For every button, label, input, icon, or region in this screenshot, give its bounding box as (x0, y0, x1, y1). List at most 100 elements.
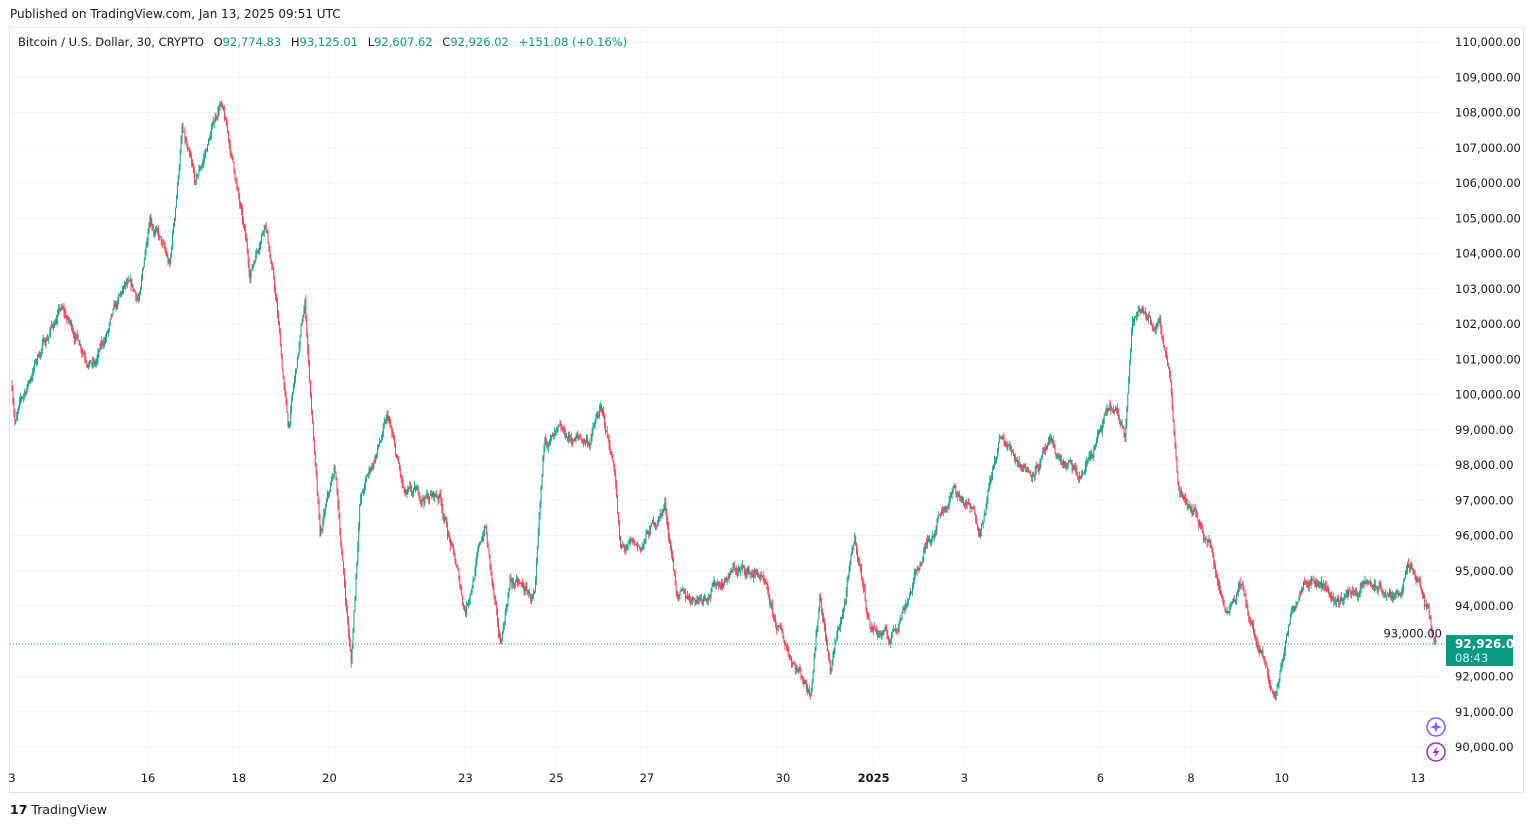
candle-body (400, 475, 402, 478)
tradingview-logo[interactable]: 17 TradingView (10, 802, 107, 817)
candle-body (406, 491, 408, 494)
candle-body (274, 277, 276, 289)
candle-body (997, 448, 998, 457)
candle-body (117, 299, 119, 306)
candle-body (237, 186, 239, 190)
candle-body (44, 341, 46, 345)
candle-body (21, 397, 23, 399)
candle-body (974, 508, 976, 515)
candle-body (600, 406, 602, 409)
symbol-name[interactable]: Bitcoin / U.S. Dollar, 30, CRYPTO (18, 35, 204, 49)
candle-body (349, 641, 351, 652)
candle-body (214, 116, 216, 123)
candle-body (1219, 590, 1221, 596)
candle-body (1409, 566, 1411, 568)
candle-body (842, 614, 843, 620)
candle-body (784, 642, 786, 645)
candle-body (1403, 581, 1405, 589)
candle-body (575, 437, 577, 439)
candle-body (396, 453, 397, 458)
candle-body (1038, 468, 1040, 470)
candle-body (282, 369, 284, 379)
candle-body (1406, 570, 1407, 572)
candle-body (1300, 593, 1302, 595)
candle-body (504, 613, 506, 624)
candle-body (440, 493, 442, 502)
candle-body (497, 610, 499, 622)
candle-body (248, 262, 250, 274)
candle-body (142, 266, 144, 271)
candle-body (939, 514, 941, 516)
candle-body (614, 468, 616, 475)
candle-body (508, 588, 510, 597)
candle-body (1136, 314, 1138, 316)
candle-body (523, 587, 525, 592)
candle-body (698, 597, 700, 600)
candle-body (451, 544, 453, 546)
candle-body (856, 542, 858, 552)
candle-body (259, 247, 260, 251)
candle-body (679, 591, 681, 596)
candle-body (717, 582, 719, 585)
candle-body (854, 535, 856, 545)
candle-body (1099, 430, 1100, 433)
candle-body (135, 292, 137, 298)
candle-body (1432, 633, 1434, 637)
candle-body (1042, 452, 1044, 456)
candle-body (346, 600, 347, 610)
candle-body (979, 533, 980, 537)
candle-body (38, 354, 39, 357)
candle-body (1390, 596, 1392, 598)
x-tick-label: 18 (231, 771, 246, 785)
candle-body (1100, 428, 1101, 431)
candle-body (1321, 581, 1322, 588)
candle-body (841, 619, 842, 622)
candle-body (823, 617, 824, 622)
candle-body (750, 573, 752, 575)
candle-body (1231, 603, 1233, 606)
candle-body (1031, 474, 1032, 478)
candle-body (542, 456, 544, 475)
candle-body (168, 261, 170, 263)
candle-body (1340, 597, 1342, 602)
candle-body (603, 411, 604, 415)
candle-body (555, 429, 557, 431)
candle-body (36, 361, 37, 363)
candle-body (871, 626, 873, 631)
candle-body (936, 522, 938, 531)
assistant-icon[interactable] (1426, 717, 1446, 737)
candle-body (1070, 459, 1072, 463)
candle-body (747, 567, 749, 572)
candle-body (79, 345, 81, 347)
candle-body (738, 569, 739, 572)
candle-body (301, 322, 303, 326)
candle-body (13, 402, 15, 414)
candle-body (622, 545, 624, 547)
candle-body (851, 550, 853, 554)
candle-body (294, 378, 295, 386)
candle-body (749, 572, 751, 574)
candle-body (465, 610, 466, 614)
candle-body (928, 539, 930, 542)
candle-body (1043, 447, 1045, 453)
lightning-icon[interactable] (1426, 742, 1446, 762)
candle-body (799, 668, 801, 670)
candle-body (1222, 599, 1224, 602)
candle-body (1274, 694, 1276, 701)
candle-body (145, 246, 147, 250)
candle-body (1122, 425, 1124, 429)
candle-body (1153, 329, 1155, 331)
candle-body (1422, 589, 1423, 595)
candle-body (744, 569, 746, 575)
candle-body (828, 656, 830, 663)
candle-body (742, 565, 744, 567)
candle-body (875, 628, 876, 630)
candle-body (1402, 588, 1404, 591)
candle-body (1090, 454, 1092, 456)
candle-body (466, 604, 467, 614)
candle-body (338, 505, 340, 518)
candle-body (976, 518, 978, 525)
candle-body (1073, 468, 1075, 470)
candle-body (354, 596, 356, 611)
